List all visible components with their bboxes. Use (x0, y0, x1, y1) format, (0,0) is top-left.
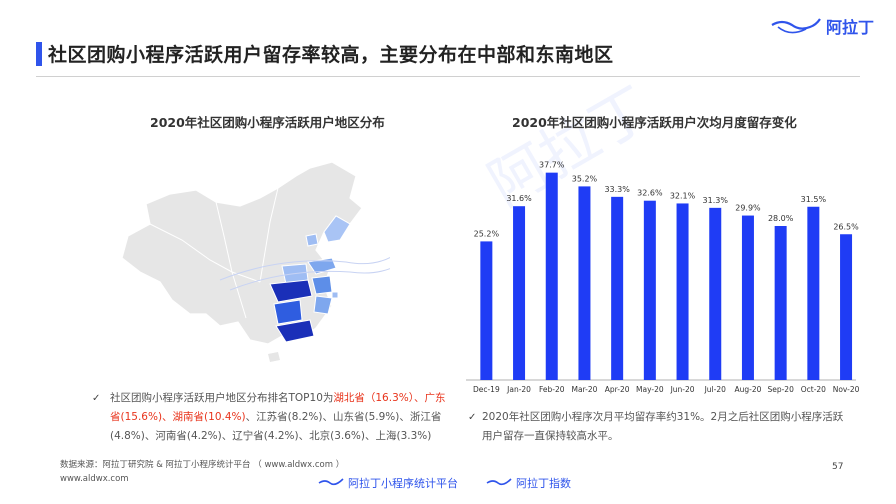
map-note-rest: 、江苏省(8.2%)、山东省(5.9%)、浙江省(4.8%)、河南省(4.2%)… (110, 411, 442, 442)
x-tick-label: Mar-20 (571, 385, 597, 394)
hainan-island (268, 352, 280, 362)
lamp-icon (771, 18, 821, 34)
x-tick-label: Jan-20 (506, 385, 531, 394)
x-tick-label: Jun-20 (670, 385, 695, 394)
title-accent-bar (36, 42, 42, 66)
lamp-icon (486, 478, 512, 486)
logo-text: 阿拉丁 (825, 18, 874, 37)
x-tick-label: Feb-20 (539, 385, 565, 394)
value-label: 28.0% (768, 214, 794, 223)
value-label: 26.5% (833, 222, 859, 231)
bar-note: ✓ 2020年社区团购小程序次月平均留存率约31%。2月之后社区团购小程序活跃用… (464, 408, 850, 446)
x-tick-label: May-20 (636, 385, 664, 394)
bar-Feb-20 (545, 172, 558, 380)
x-tick-label: Oct-20 (801, 385, 826, 394)
value-label: 35.2% (572, 174, 598, 183)
region-shandong (307, 257, 337, 275)
map-deco-swirl (219, 256, 390, 281)
x-tick-label: Dec-19 (473, 385, 500, 394)
china-map (121, 161, 390, 362)
bar-Jan-20 (513, 206, 526, 380)
region-zhejiang (313, 295, 333, 315)
bar-Jul-20 (709, 207, 722, 380)
region-guangdong (275, 319, 315, 343)
bar-Jun-20 (676, 203, 689, 380)
logo: 阿拉丁 (770, 14, 874, 38)
map-deco-swirl-2 (229, 268, 390, 291)
bar-Mar-20 (578, 186, 591, 380)
region-beijing (305, 233, 319, 247)
value-label: 31.6% (506, 194, 532, 203)
x-tick-label: Sep-20 (767, 385, 794, 394)
value-label: 37.7% (539, 161, 565, 170)
page-title: 社区团购小程序活跃用户留存率较高，主要分布在中部和东南地区 (48, 44, 614, 66)
x-tick-label: Nov-20 (833, 385, 860, 394)
site-url: www.aldwx.com (60, 474, 129, 484)
retention-bar-chart: 25.2% Dec-19 31.6% Jan-20 37.7% Feb-20 35.2% Ma… (466, 161, 860, 394)
bar-Apr-20 (611, 196, 624, 380)
value-label: 25.2% (474, 229, 500, 238)
map-note-prefix: 社区团购小程序活跃用户地区分布排名TOP10为 (110, 392, 334, 404)
value-label: 33.3% (604, 185, 630, 194)
footer-brand-stats: 阿拉丁小程序统计平台 (318, 475, 458, 491)
bar-chart-title: 2020年社区团购小程序活跃用户次均月度留存变化 (512, 115, 797, 130)
region-liaoning (323, 215, 351, 243)
page-number: 57 (832, 462, 844, 472)
x-tick-label: Aug-20 (734, 385, 761, 394)
china-map-outline (121, 161, 363, 345)
value-label: 31.3% (703, 196, 729, 205)
value-label: 31.5% (801, 195, 827, 204)
map-note-highlight: 湖北省（16.3%）、广东省(15.6%)、湖南省(10.4%) (110, 392, 446, 423)
region-hubei (269, 279, 313, 303)
bar-Dec-19 (480, 241, 493, 380)
bar-note-text: 2020年社区团购小程序次月平均留存率约31%。2月之后社区团购小程序活跃用户留… (482, 411, 844, 442)
bar-Sep-20 (774, 226, 787, 380)
footer-brand-index: 阿拉丁指数 (486, 475, 571, 491)
x-tick-label: Jul-20 (704, 385, 727, 394)
region-jiangsu (311, 275, 333, 295)
lamp-icon (318, 478, 344, 486)
data-source: 数据来源：阿拉丁研究院 & 阿拉丁小程序统计平台 （ www.aldwx.com… (60, 460, 345, 470)
region-shanghai (331, 291, 339, 299)
value-label: 32.6% (637, 189, 663, 198)
footer-brand-stats-label: 阿拉丁小程序统计平台 (348, 477, 458, 490)
bar-Aug-20 (741, 215, 754, 380)
title-divider (36, 76, 860, 77)
bar-Oct-20 (807, 206, 820, 380)
bar-May-20 (643, 200, 656, 380)
footer-brand-index-label: 阿拉丁指数 (516, 477, 571, 490)
value-label: 32.1% (670, 191, 696, 200)
map-chart-title: 2020年社区团购小程序活跃用户地区分布 (150, 115, 385, 130)
region-hunan (273, 299, 303, 325)
value-label: 29.9% (735, 204, 761, 213)
bar-Nov-20 (840, 234, 853, 380)
x-tick-label: Apr-20 (605, 385, 630, 394)
check-icon: ✓ (92, 393, 101, 404)
map-note: ✓ 社区团购小程序活跃用户地区分布排名TOP10为湖北省（16.3%）、广东省(… (88, 389, 448, 446)
check-icon: ✓ (468, 412, 477, 423)
